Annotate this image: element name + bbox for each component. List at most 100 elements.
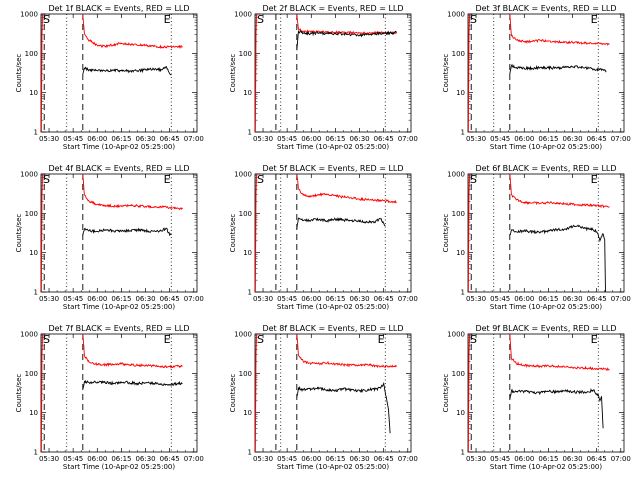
plot-frame <box>467 173 625 293</box>
panel-8: Det 8f BLACK = Events, RED = LLD 1 10 100 10… <box>229 324 418 471</box>
panel-4: Det 4f BLACK = Events, RED = LLD 1 10 100 10… <box>15 164 204 311</box>
events-series-line <box>296 29 397 51</box>
x-tick-label: 05:30 <box>253 455 273 463</box>
lld-series-line <box>509 174 610 209</box>
y-tick-label: 10 <box>243 249 252 257</box>
panel-title: Det 3f BLACK = Events, RED = LLD <box>475 4 616 13</box>
x-axis-label: Start Time (10-Apr-02 05:25:00) <box>63 143 175 151</box>
y-tick-label: 100 <box>239 370 252 378</box>
lld-early-spike <box>41 174 43 292</box>
x-tick-label: 05:45 <box>277 455 297 463</box>
x-tick-label: 06:15 <box>111 455 131 463</box>
x-tick-label: 06:00 <box>87 295 107 303</box>
y-tick-label: 1 <box>248 289 252 297</box>
start-marker: S <box>257 173 264 186</box>
lld-early-spike <box>255 174 257 292</box>
lld-early-spike <box>41 334 43 452</box>
lld-series-line <box>82 174 183 211</box>
y-tick-label: 1 <box>34 289 38 297</box>
y-tick-label: 100 <box>25 50 38 58</box>
plot-frame <box>40 13 198 133</box>
x-tick-label: 06:00 <box>301 295 321 303</box>
x-tick-label: 06:30 <box>349 295 369 303</box>
lld-series-line <box>82 14 183 50</box>
x-axis-label: Start Time (10-Apr-02 05:25:00) <box>63 303 175 311</box>
x-axis-label: Start Time (10-Apr-02 05:25:00) <box>490 143 602 151</box>
x-tick-label: 07:00 <box>398 455 418 463</box>
y-tick-label: 100 <box>452 210 465 218</box>
panel-title: Det 4f BLACK = Events, RED = LLD <box>48 164 189 173</box>
y-tick-label: 100 <box>25 370 38 378</box>
x-tick-label: 06:15 <box>325 295 345 303</box>
x-tick-label: 06:00 <box>514 295 534 303</box>
panel-5: Det 5f BLACK = Events, RED = LLD 1 10 100 10… <box>229 164 418 311</box>
panel-title: Det 7f BLACK = Events, RED = LLD <box>48 324 189 333</box>
x-tick-label: 06:00 <box>514 455 534 463</box>
y-tick-label: 10 <box>456 249 465 257</box>
x-tick-label: 05:45 <box>490 135 510 143</box>
x-tick-label: 06:00 <box>87 135 107 143</box>
x-tick-label: 06:15 <box>325 455 345 463</box>
y-tick-label: 1000 <box>234 171 252 179</box>
lld-series-line <box>509 334 610 371</box>
y-axis-label: Counts/sec <box>442 374 450 413</box>
start-marker: S <box>43 13 50 26</box>
y-tick-label: 1 <box>34 129 38 137</box>
y-axis-label: Counts/sec <box>15 54 23 93</box>
x-tick-label: 06:15 <box>111 295 131 303</box>
y-axis-label: Counts/sec <box>442 214 450 253</box>
y-tick-label: 1000 <box>20 171 38 179</box>
y-tick-label: 10 <box>29 409 38 417</box>
lld-early-spike <box>41 14 43 132</box>
y-tick-label: 100 <box>239 50 252 58</box>
y-tick-label: 10 <box>243 409 252 417</box>
lld-early-spike <box>255 14 257 132</box>
panel-title: Det 2f BLACK = Events, RED = LLD <box>262 4 403 13</box>
y-axis-label: Counts/sec <box>15 214 23 253</box>
start-marker: S <box>257 13 264 26</box>
y-axis-label: Counts/sec <box>229 214 237 253</box>
start-marker: S <box>470 13 477 26</box>
y-tick-label: 1 <box>34 449 38 457</box>
y-tick-label: 1 <box>461 129 465 137</box>
start-marker: S <box>470 333 477 346</box>
x-tick-label: 06:45 <box>160 135 180 143</box>
plot-frame <box>40 333 198 453</box>
y-tick-label: 1000 <box>20 331 38 339</box>
x-tick-label: 06:30 <box>349 135 369 143</box>
lld-series-line <box>82 334 183 369</box>
y-tick-label: 100 <box>25 210 38 218</box>
x-tick-label: 06:45 <box>374 135 394 143</box>
lld-early-spike <box>468 334 470 452</box>
y-tick-label: 10 <box>456 89 465 97</box>
end-marker: E <box>591 333 598 346</box>
x-tick-label: 05:30 <box>466 455 486 463</box>
panel-title: Det 6f BLACK = Events, RED = LLD <box>475 164 616 173</box>
events-series-line <box>82 227 172 237</box>
x-tick-label: 05:45 <box>277 295 297 303</box>
lld-early-spike <box>468 174 470 292</box>
plot-frame <box>40 173 198 293</box>
end-marker: E <box>164 333 171 346</box>
x-tick-label: 06:45 <box>374 455 394 463</box>
plot-frame <box>254 13 412 133</box>
x-tick-label: 05:30 <box>39 455 59 463</box>
start-marker: S <box>43 173 50 186</box>
panel-1: Det 1f BLACK = Events, RED = LLD 1 10 100 10… <box>15 4 204 151</box>
plot-frame <box>467 333 625 453</box>
events-series-line <box>82 379 183 390</box>
x-tick-label: 07:00 <box>184 455 204 463</box>
x-tick-label: 05:30 <box>39 295 59 303</box>
panel-9: Det 9f BLACK = Events, RED = LLD 1 10 100 10… <box>442 324 631 471</box>
y-tick-label: 1000 <box>20 11 38 19</box>
y-tick-label: 1 <box>248 449 252 457</box>
x-tick-label: 06:30 <box>349 455 369 463</box>
end-marker: E <box>164 13 171 26</box>
y-tick-label: 10 <box>456 409 465 417</box>
x-tick-label: 05:45 <box>63 295 83 303</box>
end-marker: E <box>591 13 598 26</box>
y-tick-label: 1000 <box>447 11 465 19</box>
y-tick-label: 10 <box>29 249 38 257</box>
y-tick-label: 1 <box>461 289 465 297</box>
panel-title: Det 5f BLACK = Events, RED = LLD <box>262 164 403 173</box>
